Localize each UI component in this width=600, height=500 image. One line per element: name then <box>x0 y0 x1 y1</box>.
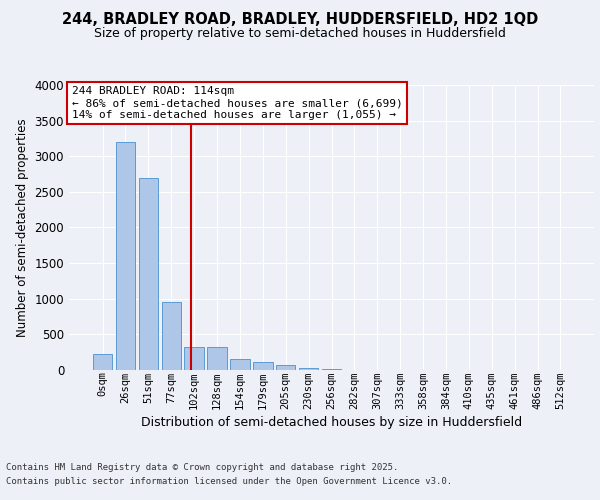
Text: 244, BRADLEY ROAD, BRADLEY, HUDDERSFIELD, HD2 1QD: 244, BRADLEY ROAD, BRADLEY, HUDDERSFIELD… <box>62 12 538 28</box>
Text: Contains public sector information licensed under the Open Government Licence v3: Contains public sector information licen… <box>6 478 452 486</box>
Bar <box>230 360 250 370</box>
Bar <box>116 142 135 370</box>
Bar <box>208 347 227 370</box>
Text: Contains HM Land Registry data © Crown copyright and database right 2025.: Contains HM Land Registry data © Crown c… <box>6 462 398 471</box>
Y-axis label: Number of semi-detached properties: Number of semi-detached properties <box>16 118 29 337</box>
Text: Size of property relative to semi-detached houses in Huddersfield: Size of property relative to semi-detach… <box>94 26 506 40</box>
Bar <box>253 362 272 370</box>
Bar <box>93 354 112 370</box>
Text: 244 BRADLEY ROAD: 114sqm
← 86% of semi-detached houses are smaller (6,699)
14% o: 244 BRADLEY ROAD: 114sqm ← 86% of semi-d… <box>71 86 403 120</box>
Bar <box>184 347 204 370</box>
Bar <box>276 366 295 370</box>
Bar <box>161 302 181 370</box>
X-axis label: Distribution of semi-detached houses by size in Huddersfield: Distribution of semi-detached houses by … <box>141 416 522 429</box>
Bar <box>139 178 158 370</box>
Bar <box>299 368 319 370</box>
